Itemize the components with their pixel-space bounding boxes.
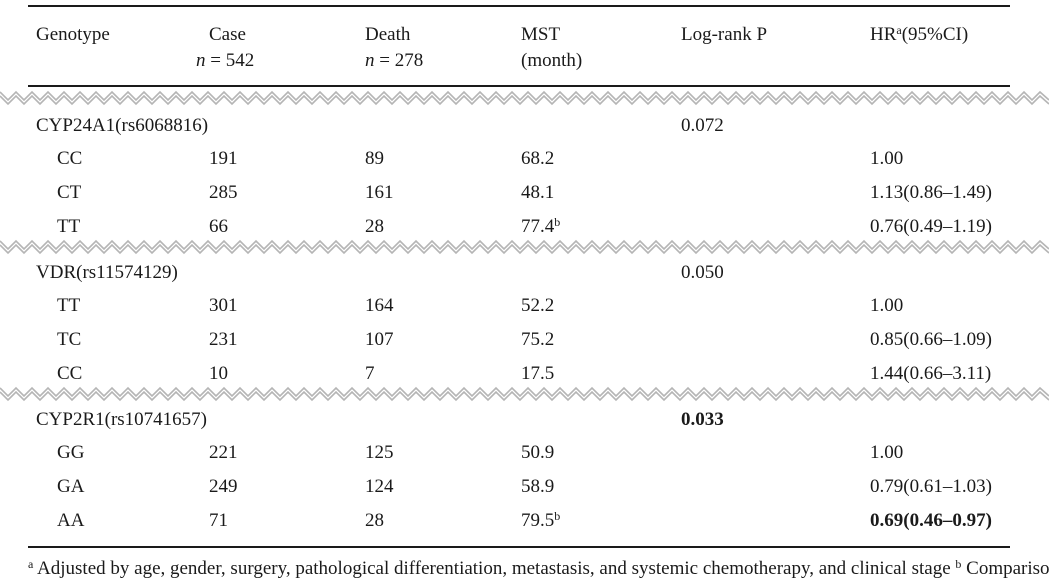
death-cell: 124 [365,476,394,497]
gene-label: CYP2R1(rs10741657) [36,409,208,430]
death-cell: 107 [365,329,394,350]
case-cell: 10 [209,363,228,384]
mst-cell: 77.4b [521,215,561,237]
genotype-cell: GA [57,476,85,497]
hr-cell: 1.00 [870,295,904,316]
death-cell: 161 [365,182,394,203]
mst-cell: 75.2 [521,329,555,350]
gene-label: CYP24A1(rs6068816) [36,115,209,136]
mst-cell: 52.2 [521,295,555,316]
death-cell: 89 [365,148,384,169]
gene-label: VDR(rs11574129) [36,262,178,283]
genotype-cell: TC [57,329,82,350]
mst-cell: 50.9 [521,442,555,463]
case-cell: 301 [209,295,238,316]
header-logrank: Log-rank P [681,24,768,45]
mst-cell: 48.1 [521,182,555,203]
table-break-marker [0,90,1049,106]
case-cell: 66 [209,216,228,237]
death-cell: 7 [365,363,375,384]
genotype-cell: CC [57,148,83,169]
genotype-cell: TT [57,295,81,316]
death-cell: 125 [365,442,394,463]
hr-cell: 1.13(0.86–1.49) [870,182,992,203]
mst-cell: 17.5 [521,363,555,384]
hr-cell: 1.44(0.66–3.11) [870,363,992,384]
hr-cell: 0.85(0.66–1.09) [870,329,992,350]
hr-cell: 0.79(0.61–1.03) [870,476,992,497]
genotype-cell: CT [57,182,82,203]
header-genotype: Genotype [36,24,110,45]
death-cell: 164 [365,295,394,316]
case-cell: 231 [209,329,238,350]
death-cell: 28 [365,216,384,237]
genotype-cell: GG [57,442,85,463]
case-cell: 221 [209,442,238,463]
table-break-marker [0,239,1049,255]
case-cell: 249 [209,476,238,497]
bottom-rule [28,546,1010,548]
header-rule [28,85,1010,87]
mst-cell: 79.5b [521,509,561,531]
genotype-cell: CC [57,363,83,384]
case-cell: 71 [209,510,228,531]
case-cell: 191 [209,148,238,169]
table-break-marker [0,386,1049,402]
logrank-p-value: 0.033 [681,409,724,430]
header-hr: HRa(95%CI) [870,23,969,45]
case-cell: 285 [209,182,238,203]
hr-cell: 1.00 [870,442,904,463]
genotype-cell: AA [57,510,85,531]
logrank-p-value: 0.050 [681,262,724,283]
hr-cell: 0.76(0.49–1.19) [870,216,992,237]
hr-cell: 1.00 [870,148,904,169]
header-death: Death [365,24,411,45]
top-rule [28,5,1010,7]
header-mst: MST [521,24,561,45]
logrank-p-value: 0.072 [681,115,724,136]
hr-cell: 0.69(0.46–0.97) [870,510,992,531]
header-death-n: n = 278 [365,50,424,71]
mst-cell: 58.9 [521,476,555,497]
footnote: a Adjusted by age, gender, surgery, path… [28,557,1049,579]
header-case-n: n = 542 [196,50,255,71]
mst-cell: 68.2 [521,148,555,169]
header-case: Case [209,24,246,45]
genotype-cell: TT [57,216,81,237]
header-mst-unit: (month) [521,50,583,71]
death-cell: 28 [365,510,384,531]
